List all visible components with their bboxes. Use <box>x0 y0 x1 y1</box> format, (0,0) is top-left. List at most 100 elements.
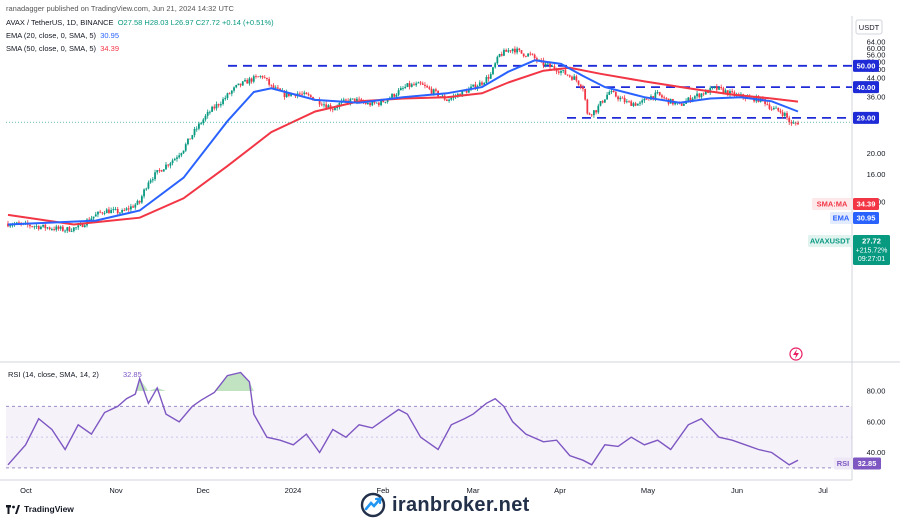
candle-body <box>66 227 69 231</box>
candle-body <box>424 84 426 86</box>
candle-body <box>500 54 503 56</box>
candle <box>40 225 42 230</box>
candle-body <box>259 75 262 77</box>
candle-body <box>226 93 229 98</box>
candle <box>136 199 139 206</box>
candle-body <box>345 99 347 101</box>
sma-value-badge-bg <box>853 198 879 210</box>
candle <box>239 83 242 88</box>
candle-body <box>270 84 273 86</box>
candle <box>230 90 233 97</box>
candle-body <box>173 158 176 161</box>
time-tick-label: Jul <box>818 486 828 495</box>
candle <box>129 203 132 213</box>
candle-body <box>588 113 591 115</box>
candle <box>584 88 587 101</box>
candle-body <box>661 95 663 98</box>
flash-icon[interactable] <box>789 347 803 361</box>
candle-body <box>531 53 534 55</box>
candle <box>783 111 786 118</box>
candle-body <box>527 53 529 57</box>
price-tick-label: 20.00 <box>867 149 886 158</box>
candle <box>377 101 380 107</box>
candle-body <box>421 83 424 85</box>
candle <box>643 97 646 103</box>
candle-body <box>250 78 253 82</box>
candle-body <box>266 77 268 80</box>
candle-body <box>709 87 712 94</box>
candle-body <box>729 91 731 96</box>
candle-body <box>687 97 690 101</box>
candle <box>235 84 238 89</box>
candle-body <box>246 79 249 84</box>
candle-body <box>151 179 154 181</box>
candle-body <box>380 100 382 106</box>
candle-body <box>263 77 266 79</box>
brand-text: iranbroker.net <box>392 493 530 516</box>
candle-body <box>514 48 516 53</box>
candle <box>257 76 260 78</box>
candle <box>489 72 492 80</box>
candle <box>603 99 606 103</box>
currency-box[interactable] <box>855 19 883 35</box>
candle <box>217 103 220 108</box>
candle <box>478 80 481 87</box>
candle-body <box>235 85 238 88</box>
candle <box>770 106 773 112</box>
candle <box>384 101 387 104</box>
candle-body <box>652 96 655 99</box>
candle <box>496 55 499 65</box>
candle <box>301 91 303 97</box>
candle-body <box>636 103 639 106</box>
candle <box>375 102 378 104</box>
candle <box>213 104 216 111</box>
level-badge-29.00-bg <box>853 111 879 124</box>
candle <box>246 78 249 84</box>
candle-body <box>487 77 490 79</box>
candle <box>481 80 483 87</box>
candle <box>165 161 167 170</box>
candle-body <box>31 226 34 228</box>
symbol-title: AVAX / TetherUS, 1D, BINANCE <box>6 18 114 27</box>
candle-body <box>544 63 547 66</box>
candle-body <box>334 108 336 110</box>
candle-body <box>138 200 141 203</box>
candle-body <box>715 86 718 90</box>
candle-body <box>406 83 409 87</box>
candle <box>417 81 420 84</box>
candle-body <box>647 99 650 101</box>
candle-body <box>639 102 641 104</box>
level-badge-40.00-text: 40.00 <box>857 83 876 92</box>
candle <box>75 226 77 231</box>
tradingview-logo[interactable]: TradingView <box>6 504 74 514</box>
candle <box>777 107 780 112</box>
candle-body <box>599 101 602 106</box>
candle <box>202 117 205 126</box>
candle-body <box>244 79 246 82</box>
candle-body <box>154 172 156 180</box>
candle-body <box>140 196 143 203</box>
candle-body <box>211 106 213 112</box>
candle-body <box>435 89 437 91</box>
candle-body <box>162 169 165 172</box>
candle-body <box>373 101 376 103</box>
candle <box>200 122 203 126</box>
candle-body <box>474 84 477 89</box>
candle <box>307 92 310 97</box>
candle <box>542 57 545 69</box>
candle-body <box>268 79 271 85</box>
candle <box>410 82 413 88</box>
candle-body <box>327 105 330 108</box>
level-badge-50.00-bg <box>853 59 879 72</box>
candle-body <box>215 104 218 109</box>
candle-body <box>114 209 117 210</box>
candle-body <box>790 122 793 124</box>
candle-body <box>356 98 358 102</box>
tradingview-logo-icon <box>6 504 20 514</box>
candle-body <box>48 227 51 230</box>
candle <box>189 138 192 140</box>
candle <box>698 92 701 99</box>
candle <box>18 220 20 224</box>
candle-body <box>167 164 170 166</box>
